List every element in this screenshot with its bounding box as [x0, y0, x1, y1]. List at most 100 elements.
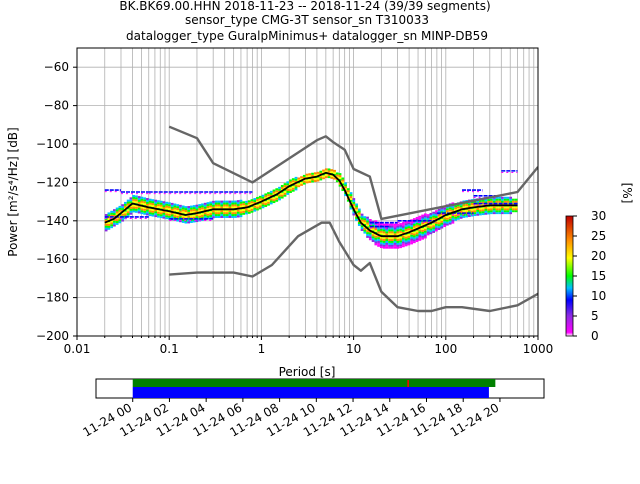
x-axis-label: Period [s]: [279, 365, 336, 379]
density-cell: [385, 229, 389, 232]
header-line-3: datalogger_type GuralpMinimus+ datalogge…: [126, 29, 488, 43]
density-cell: [245, 208, 248, 211]
density-cell: [140, 212, 144, 215]
density-cell: [434, 210, 438, 213]
density-cell: [377, 244, 380, 247]
density-cell: [206, 204, 210, 207]
density-cell: [291, 187, 295, 190]
density-cell: [250, 208, 254, 211]
density-cell: [407, 237, 411, 240]
density-cell: [457, 217, 460, 220]
density-cell: [129, 199, 133, 202]
density-cell: [498, 210, 502, 213]
density-cell: [187, 215, 191, 218]
density-cell: [286, 183, 290, 186]
density-cell: [377, 227, 380, 230]
density-cell: [132, 200, 136, 203]
density-cell: [313, 178, 317, 181]
density-cell: [242, 210, 246, 213]
density-cell: [157, 209, 160, 212]
density-cell: [445, 221, 449, 224]
density-cell: [473, 214, 477, 217]
density-cell: [457, 204, 460, 207]
density-cell: [415, 216, 419, 219]
density-cell: [509, 196, 513, 199]
colorbar-tick-label: 25: [591, 229, 606, 243]
density-cell: [390, 233, 394, 236]
psd-plot: 0.01 0.1 1 10 100 1000 −60 −80 −100 −120 −140 −160…: [6, 47, 553, 379]
density-cell: [195, 204, 199, 207]
density-cell: [170, 216, 174, 219]
density-cell: [404, 225, 408, 228]
density-cell: [434, 223, 438, 226]
density-cell: [390, 231, 394, 234]
density-cell: [140, 198, 144, 201]
density-cell: [289, 181, 292, 184]
density-cell: [212, 206, 215, 209]
density-cell: [319, 172, 323, 175]
density-cell: [410, 240, 413, 243]
density-cell: [377, 235, 380, 238]
density-cell: [503, 212, 507, 215]
header-line-1: BK.BK69.00.HHN 2018-11-23 -- 2018-11-24 …: [119, 0, 490, 13]
density-cell: [377, 242, 380, 245]
density-cell: [165, 201, 169, 204]
density-cell: [412, 233, 416, 236]
density-cell: [275, 195, 279, 198]
density-cell: [247, 202, 251, 205]
density-cell: [514, 208, 518, 211]
density-cell: [236, 209, 240, 212]
density-cell: [121, 206, 125, 209]
density-cell: [490, 206, 493, 209]
density-cell: [330, 174, 334, 177]
density-cell: [404, 240, 408, 243]
density-cell: [404, 234, 408, 237]
density-cell: [220, 215, 224, 218]
density-cell: [490, 208, 493, 211]
density-cell: [242, 201, 246, 204]
density-cell: [468, 203, 471, 206]
density-cell: [357, 208, 361, 211]
density-cell: [143, 206, 147, 209]
density-cell: [104, 223, 108, 226]
density-cell: [107, 212, 111, 215]
density-cell: [388, 246, 391, 249]
density-cell: [234, 213, 237, 216]
density-cell: [220, 214, 224, 217]
density-cell: [443, 207, 446, 210]
density-cell: [214, 204, 218, 207]
density-cell: [379, 228, 383, 231]
density-cell: [514, 210, 518, 213]
density-cell: [396, 237, 400, 240]
colorbar-tick-label: 20: [591, 249, 606, 263]
density-cell: [154, 201, 158, 204]
density-cell: [407, 241, 411, 244]
density-cell: [401, 224, 405, 227]
density-cell: [360, 217, 364, 220]
density-cell: [360, 215, 364, 218]
density-cell: [388, 240, 391, 243]
density-cell: [388, 244, 391, 247]
density-cell: [506, 210, 510, 213]
density-cell: [415, 238, 419, 241]
density-cell: [236, 202, 240, 205]
density-cell: [423, 232, 427, 235]
density-cell: [162, 216, 166, 219]
density-cell: [363, 220, 367, 223]
density-cell: [170, 204, 174, 207]
density-cell: [396, 240, 400, 243]
density-cell: [468, 211, 471, 214]
density-cell: [470, 214, 474, 217]
density-cell: [316, 177, 320, 180]
density-cell: [355, 216, 358, 219]
density-cell: [212, 212, 215, 215]
density-cell: [382, 237, 386, 240]
density-cell: [217, 210, 221, 213]
density-cell: [368, 232, 372, 235]
density-cell: [468, 209, 471, 212]
density-cell: [168, 213, 171, 216]
density-cell: [492, 206, 496, 209]
y-tick-label: −160: [36, 252, 69, 266]
